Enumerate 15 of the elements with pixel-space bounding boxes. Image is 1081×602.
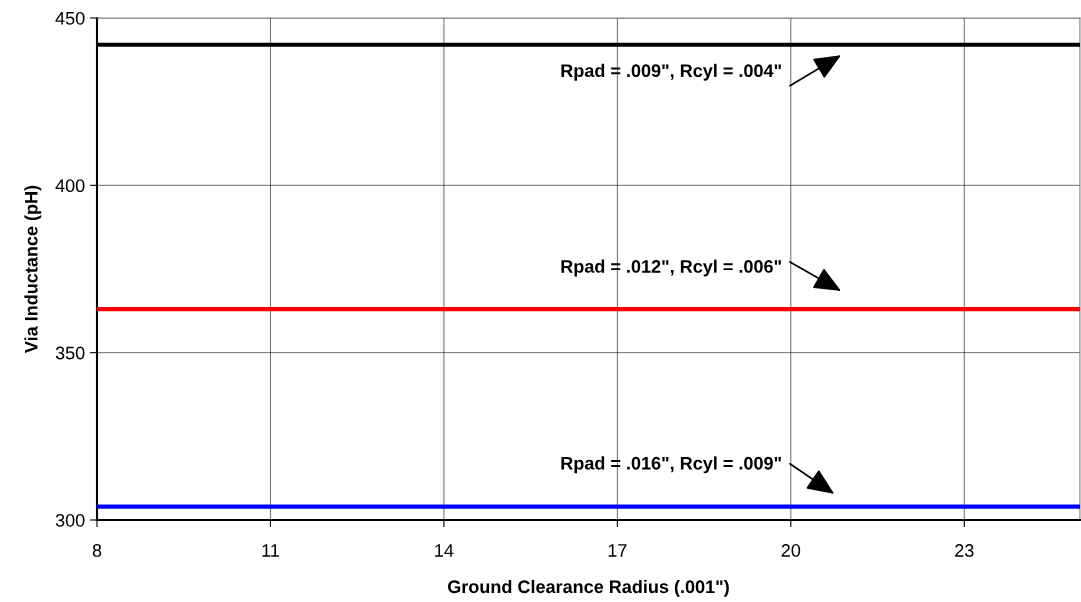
y-axis-title: Via Inductance (pH) (24, 185, 42, 353)
annotation: Rpad = .009", Rcyl = .004" (561, 63, 781, 81)
y-tick-label: 350 (55, 346, 85, 360)
x-tick-label: 20 (781, 544, 801, 557)
x-tick-label: 8 (92, 544, 102, 557)
y-tick-label: 300 (55, 513, 85, 527)
x-tick-label: 14 (435, 544, 454, 557)
x-tick-label: 11 (262, 544, 279, 557)
annotation: Rpad = .016", Rcyl = .009" (561, 456, 781, 474)
x-tick-label: 23 (955, 544, 974, 557)
y-tick-label: 450 (55, 11, 85, 25)
x-axis-title: Ground Clearance Radius (.001") (447, 579, 729, 597)
x-tick-label: 17 (608, 544, 627, 557)
annotation: Rpad = .012", Rcyl = .006" (561, 259, 781, 277)
y-tick-label: 400 (55, 179, 85, 193)
